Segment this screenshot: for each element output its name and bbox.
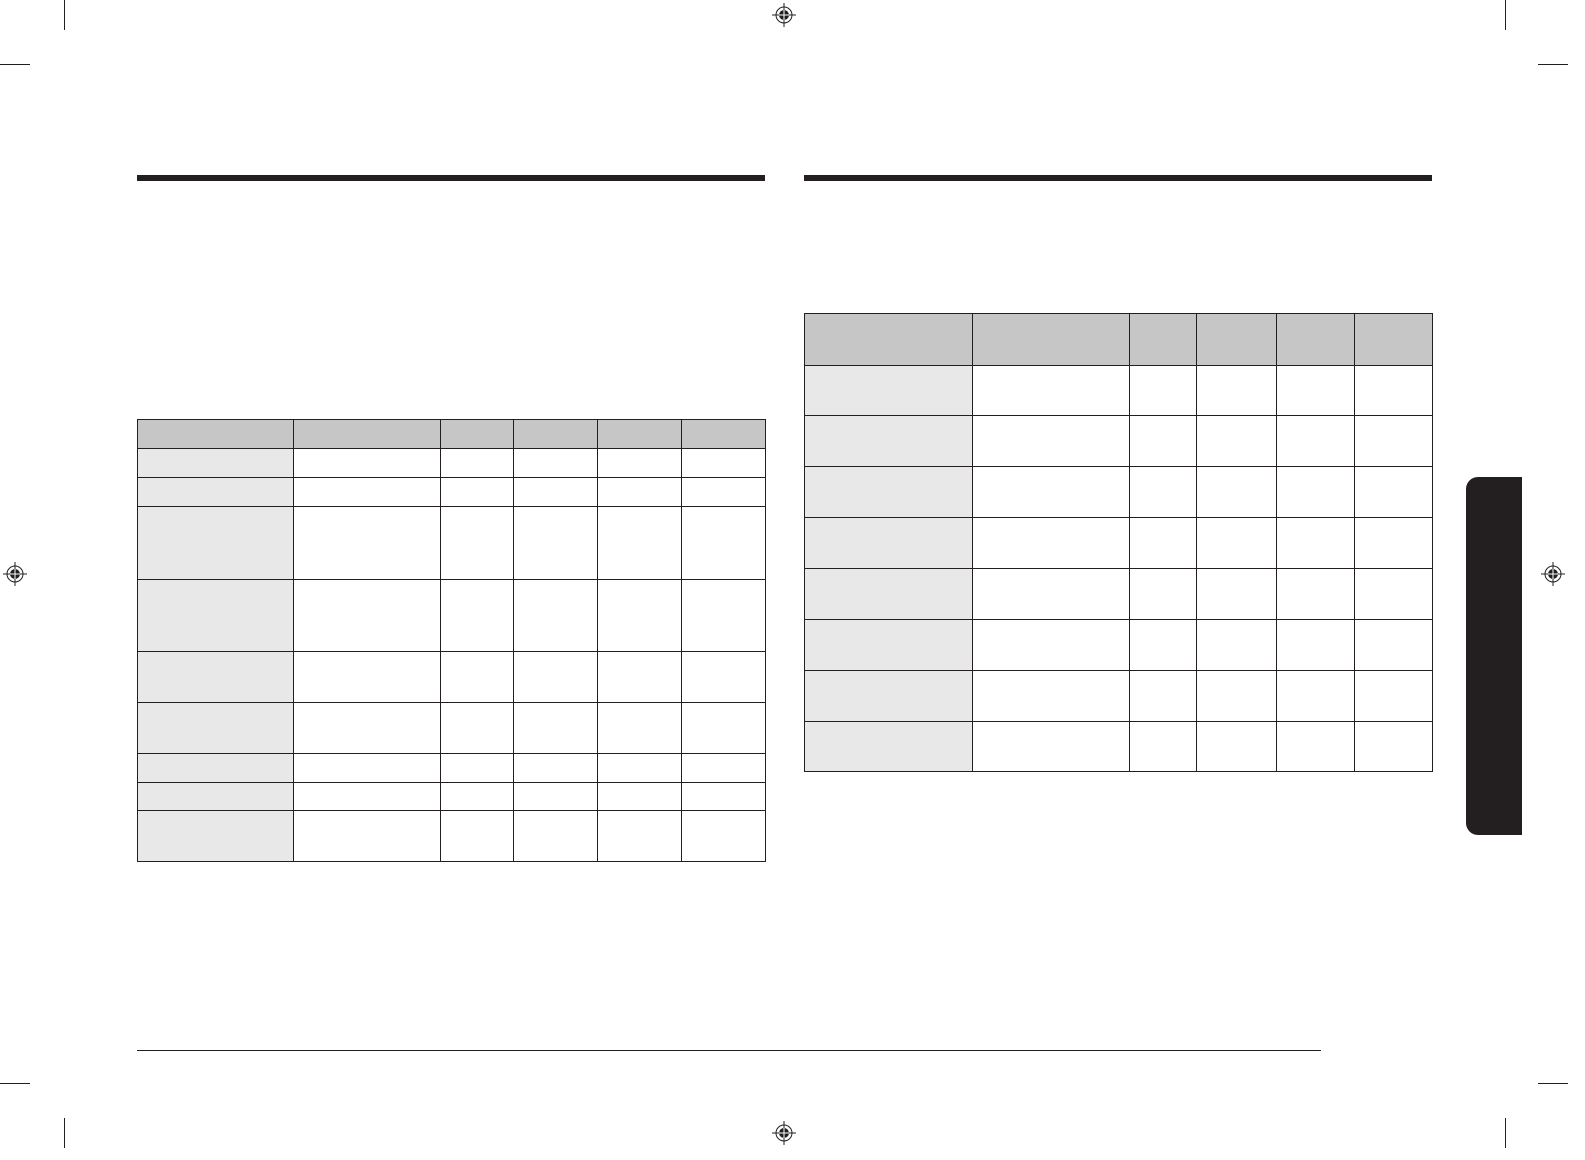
crop-mark [1538,64,1568,65]
table-cell [1276,721,1355,772]
table-cell [293,579,441,652]
table-cell [804,466,973,518]
table-cell [597,477,682,507]
right-section-rule [804,175,1432,181]
table-cell [1129,415,1197,467]
table-cell [293,753,441,783]
left-section-rule [137,175,765,181]
table-cell [513,579,598,652]
crop-mark [1538,1083,1568,1084]
table-cell [1276,568,1355,620]
table-header-cell [681,419,766,449]
crop-mark [1505,0,1506,30]
table-cell [597,506,682,580]
table-cell [597,579,682,652]
table-cell [972,517,1130,569]
table-cell [1276,670,1355,722]
table-cell [972,466,1130,518]
crop-mark [0,64,30,65]
table-cell [1276,517,1355,569]
table-cell [440,506,514,580]
table-cell [513,702,598,754]
table-cell [440,782,514,811]
registration-crosshair-icon [3,562,27,586]
table-header-cell [804,313,973,366]
crop-mark [0,1083,30,1084]
table-cell [293,810,441,862]
table-cell [440,810,514,862]
table-cell [681,753,766,783]
table-cell [137,810,294,862]
table-border [137,419,766,862]
table-border [804,313,1433,772]
table-header-cell [1129,313,1197,366]
table-cell [804,365,973,416]
registration-crosshair-icon [1541,562,1565,586]
table-cell [513,810,598,862]
table-cell [972,619,1130,671]
registration-crosshair-icon [772,3,796,27]
table-cell [1129,517,1197,569]
table-cell [681,477,766,507]
registration-crosshair-icon [772,1121,796,1145]
table-cell [1354,670,1433,722]
footer-rule [137,1050,1321,1051]
table-cell [1354,619,1433,671]
table-cell [597,753,682,783]
table-header-cell [1276,313,1355,366]
table-cell [1196,415,1277,467]
table-cell [137,506,294,580]
table-cell [681,579,766,652]
table-cell [1129,670,1197,722]
table-cell [513,477,598,507]
crop-mark [64,1118,65,1148]
table-cell [597,651,682,703]
table-cell [804,517,973,569]
table-cell [597,448,682,478]
table-cell [597,782,682,811]
table-cell [440,579,514,652]
table-cell [1354,365,1433,416]
crop-mark [1505,1118,1506,1148]
table-cell [293,448,441,478]
table-cell [440,448,514,478]
section-thumb-tab [1466,477,1522,835]
table-cell [1129,365,1197,416]
table-cell [1196,466,1277,518]
table-cell [804,568,973,620]
table-cell [1354,415,1433,467]
table-cell [1196,568,1277,620]
table-cell [293,506,441,580]
crop-mark [64,0,65,30]
